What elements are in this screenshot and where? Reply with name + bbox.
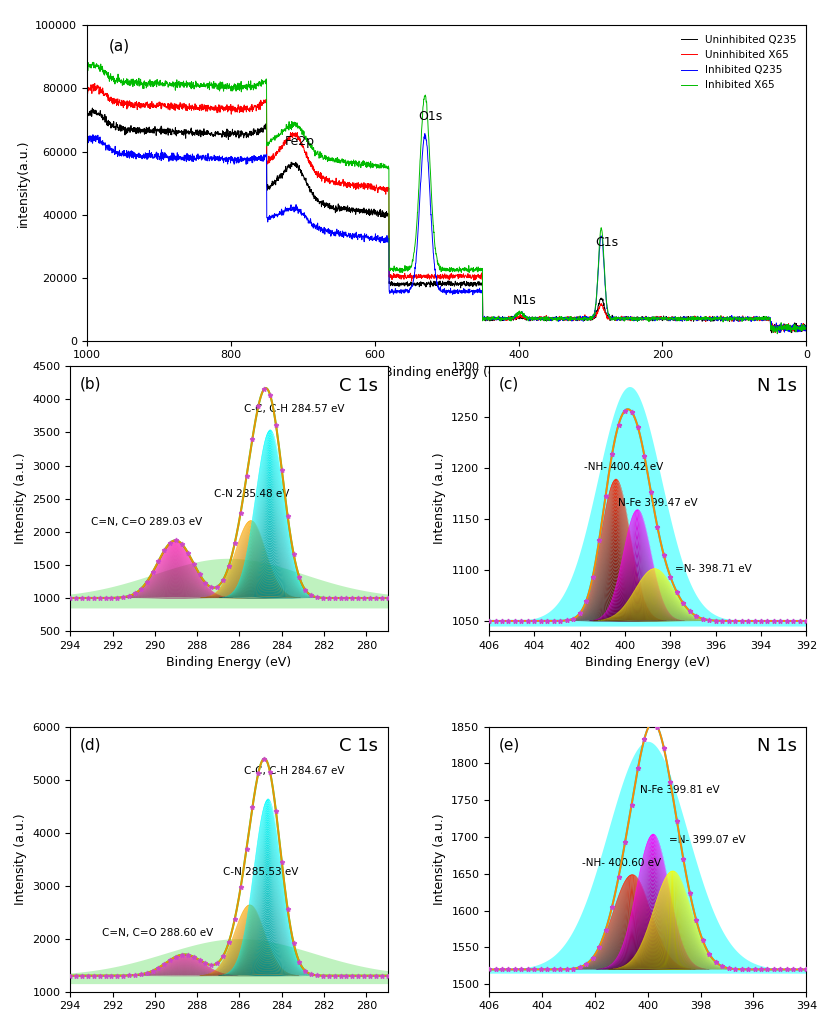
Y-axis label: intensity(a.u.): intensity(a.u.): [17, 139, 30, 227]
Uninhibited Q235: [787, 323, 797, 336]
Inhibited Q235: [164, 156, 174, 168]
Text: (d): (d): [80, 737, 102, 753]
Inhibited X65: [787, 323, 797, 336]
Text: N1s: N1s: [513, 295, 537, 307]
Text: N-Fe 399.47 eV: N-Fe 399.47 eV: [619, 497, 698, 507]
Inhibited Q235: [82, 136, 92, 148]
Legend: Uninhibited Q235, Uninhibited X65, Inhibited Q235, Inhibited X65: Uninhibited Q235, Uninhibited X65, Inhib…: [677, 31, 801, 95]
X-axis label: Binding Energy (eV): Binding Energy (eV): [166, 656, 291, 669]
Inhibited X65: [165, 77, 174, 89]
Uninhibited X65: [770, 326, 780, 339]
Inhibited X65: [88, 56, 98, 68]
Uninhibited X65: [90, 77, 100, 89]
Inhibited X65: [772, 327, 782, 340]
Uninhibited Q235: [207, 127, 217, 139]
Line: Inhibited Q235: Inhibited Q235: [87, 133, 806, 333]
Line: Uninhibited Q235: Uninhibited Q235: [87, 108, 806, 333]
Text: Fe2p: Fe2p: [284, 135, 315, 148]
Inhibited X65: [358, 155, 368, 167]
Text: -NH- 400.60 eV: -NH- 400.60 eV: [581, 858, 661, 869]
Text: C=N, C=O 288.60 eV: C=N, C=O 288.60 eV: [102, 928, 213, 938]
Text: N 1s: N 1s: [757, 376, 796, 395]
Text: C=N, C=O 289.03 eV: C=N, C=O 289.03 eV: [92, 517, 203, 527]
X-axis label: Binding Energy (eV): Binding Energy (eV): [586, 656, 710, 669]
Text: (b): (b): [80, 376, 102, 392]
Text: C 1s: C 1s: [339, 737, 378, 756]
X-axis label: Binding energy (eV): Binding energy (eV): [384, 366, 509, 379]
Uninhibited Q235: [390, 280, 399, 292]
Text: (c): (c): [499, 376, 519, 392]
Text: N-Fe 399.81 eV: N-Fe 399.81 eV: [640, 785, 719, 795]
Y-axis label: Intensity (a.u.): Intensity (a.u.): [433, 453, 446, 544]
Inhibited X65: [801, 323, 811, 336]
Text: C1s: C1s: [595, 236, 619, 249]
Uninhibited Q235: [82, 107, 92, 119]
Text: C-N 285.48 eV: C-N 285.48 eV: [214, 488, 289, 498]
Inhibited X65: [710, 312, 719, 324]
Text: C-C, C-H 284.67 eV: C-C, C-H 284.67 eV: [244, 766, 344, 776]
Uninhibited X65: [710, 311, 719, 323]
Uninhibited X65: [207, 101, 217, 113]
Text: C-N 285.53 eV: C-N 285.53 eV: [222, 866, 298, 877]
Inhibited Q235: [787, 319, 797, 332]
Inhibited Q235: [710, 314, 719, 326]
Y-axis label: Intensity (a.u.): Intensity (a.u.): [14, 814, 27, 905]
Text: =N- 399.07 eV: =N- 399.07 eV: [669, 835, 745, 845]
Uninhibited X65: [787, 320, 797, 333]
Text: C-C, C-H 284.57 eV: C-C, C-H 284.57 eV: [244, 405, 344, 415]
Inhibited X65: [390, 260, 399, 273]
Line: Uninhibited X65: Uninhibited X65: [87, 83, 806, 333]
Inhibited Q235: [358, 230, 368, 242]
Inhibited Q235: [420, 127, 430, 139]
Inhibited Q235: [389, 285, 399, 297]
Text: C 1s: C 1s: [339, 376, 378, 395]
Text: O1s: O1s: [418, 110, 442, 123]
Uninhibited X65: [801, 323, 811, 336]
Uninhibited Q235: [358, 205, 368, 218]
Text: (a): (a): [108, 38, 130, 53]
Text: (e): (e): [499, 737, 520, 753]
Text: N 1s: N 1s: [757, 737, 796, 756]
Y-axis label: Intensity (a.u.): Intensity (a.u.): [433, 814, 446, 905]
Uninhibited Q235: [801, 323, 811, 336]
Inhibited Q235: [774, 326, 784, 339]
Uninhibited X65: [390, 271, 399, 283]
Uninhibited X65: [358, 178, 368, 190]
Uninhibited X65: [82, 82, 92, 95]
Uninhibited Q235: [165, 124, 174, 136]
Uninhibited Q235: [767, 326, 777, 339]
Text: =N- 398.71 eV: =N- 398.71 eV: [675, 564, 752, 574]
Inhibited Q235: [801, 321, 811, 334]
Text: -NH- 400.42 eV: -NH- 400.42 eV: [584, 462, 663, 472]
Y-axis label: Intensity (a.u.): Intensity (a.u.): [14, 453, 27, 544]
Uninhibited Q235: [88, 102, 98, 114]
Inhibited X65: [82, 63, 92, 75]
Inhibited Q235: [207, 155, 217, 167]
Uninhibited Q235: [710, 313, 719, 325]
Inhibited X65: [207, 78, 217, 91]
Uninhibited X65: [165, 98, 174, 110]
Line: Inhibited X65: Inhibited X65: [87, 62, 806, 334]
